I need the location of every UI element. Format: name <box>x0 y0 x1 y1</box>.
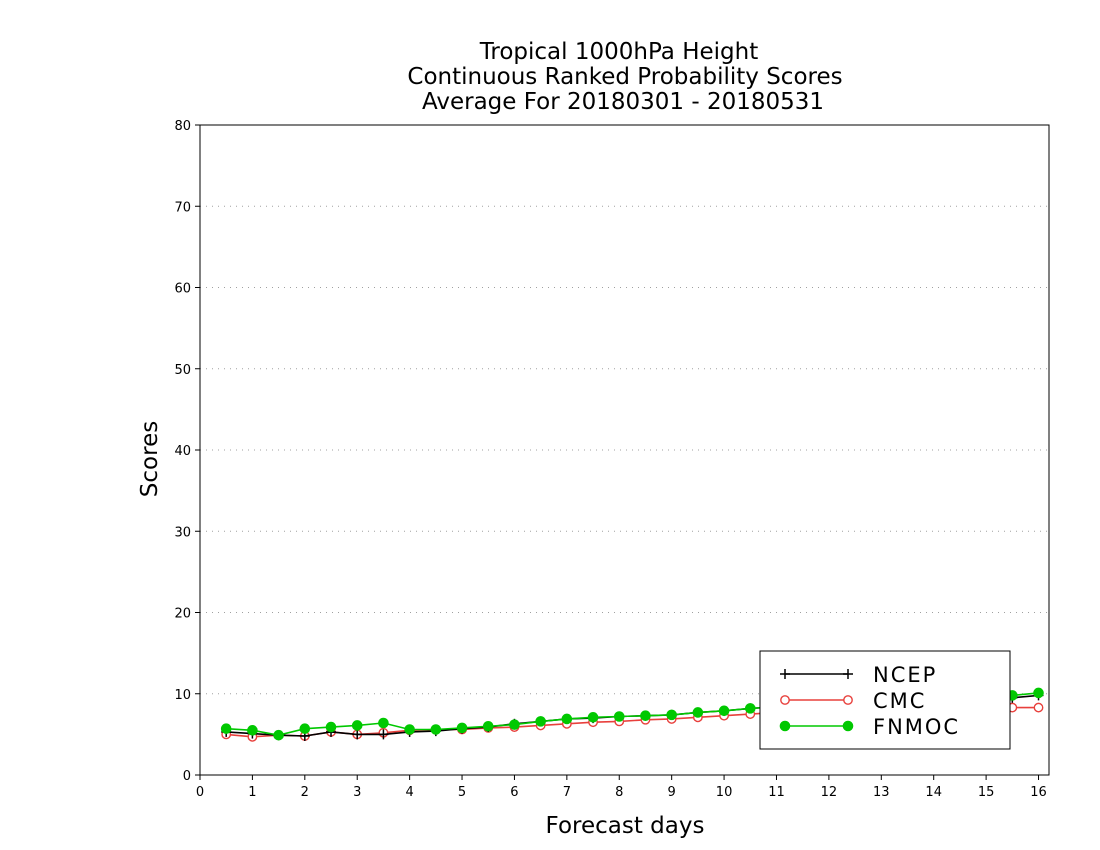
legend-marker <box>780 695 790 705</box>
x-tick-label: 0 <box>196 785 204 800</box>
y-tick-label: 80 <box>174 119 191 134</box>
y-tick-label: 70 <box>174 200 191 215</box>
chart-title-line-1: Tropical 1000hPa Height <box>479 39 759 65</box>
data-point-fnmoc <box>640 710 651 721</box>
x-tick-label: 7 <box>563 785 571 800</box>
x-tick-label: 16 <box>1030 785 1047 800</box>
data-point-fnmoc <box>404 724 415 735</box>
data-point-fnmoc <box>378 717 389 729</box>
legend-item-ncep: NCEP <box>780 663 937 687</box>
data-point-fnmoc <box>351 720 363 731</box>
legend-marker <box>843 669 853 679</box>
data-point-fnmoc <box>299 723 311 734</box>
chart-title: Tropical 1000hPa Height Continuous Ranke… <box>407 39 842 115</box>
data-point-fnmoc <box>220 723 232 734</box>
data-point-fnmoc <box>666 709 677 721</box>
x-tick-label: 9 <box>668 785 676 800</box>
x-tick-label: 4 <box>405 785 413 800</box>
x-axis-label: Forecast days <box>546 813 705 839</box>
data-point-fnmoc <box>587 712 599 723</box>
data-point-cmc <box>1033 702 1044 713</box>
y-tick-label: 10 <box>174 688 191 703</box>
y-tick-label: 50 <box>174 363 191 378</box>
data-point-fnmoc <box>247 725 258 736</box>
y-axis-label: Scores <box>137 421 163 497</box>
x-tick-label: 5 <box>458 785 466 800</box>
x-tick-label: 2 <box>301 785 309 800</box>
x-tick-label: 14 <box>925 785 942 800</box>
y-tick-label: 60 <box>174 282 191 297</box>
data-point-fnmoc <box>1033 687 1044 699</box>
x-tick-label: 13 <box>873 785 890 800</box>
legend-label: NCEP <box>873 663 937 687</box>
data-point-fnmoc <box>718 705 730 717</box>
legend-label: FNMOC <box>873 715 960 739</box>
x-tick-label: 15 <box>978 785 995 800</box>
y-tick-label: 40 <box>174 444 191 459</box>
y-tick-label: 20 <box>174 607 191 622</box>
x-tick-label: 12 <box>821 785 838 800</box>
legend-label: CMC <box>873 689 926 713</box>
x-tick-label: 6 <box>510 785 518 800</box>
gridlines <box>200 205 1049 695</box>
x-tick-label: 3 <box>353 785 361 800</box>
chart-title-line-2: Continuous Ranked Probability Scores <box>407 64 842 90</box>
data-point-ncep <box>352 729 363 740</box>
data-point-fnmoc <box>482 720 494 732</box>
data-point-fnmoc <box>273 729 284 741</box>
x-tick-label: 8 <box>615 785 623 800</box>
legend-item-fnmoc: FNMOC <box>779 715 960 739</box>
legend-marker <box>842 720 854 732</box>
x-tick-label: 1 <box>248 785 256 800</box>
data-point-fnmoc <box>456 722 468 734</box>
data-point-ncep <box>378 729 389 740</box>
y-tick-label: 0 <box>183 769 191 784</box>
data-point-fnmoc <box>535 716 546 727</box>
legend-marker <box>780 669 790 679</box>
data-point-fnmoc <box>744 703 756 714</box>
legend-marker <box>843 695 853 705</box>
data-point-fnmoc <box>509 719 520 730</box>
data-point-fnmoc <box>561 713 573 725</box>
data-point-fnmoc <box>613 711 625 722</box>
x-tick-label: 11 <box>768 785 785 800</box>
y-tick-label: 30 <box>174 525 191 540</box>
data-point-fnmoc <box>692 707 704 718</box>
data-point-fnmoc <box>325 721 337 733</box>
x-tick-label: 10 <box>716 785 733 800</box>
data-point-fnmoc <box>430 724 442 735</box>
chart-title-line-3: Average For 20180301 - 20180531 <box>422 89 824 115</box>
legend-item-cmc: CMC <box>780 689 926 713</box>
legend-marker <box>779 720 791 732</box>
